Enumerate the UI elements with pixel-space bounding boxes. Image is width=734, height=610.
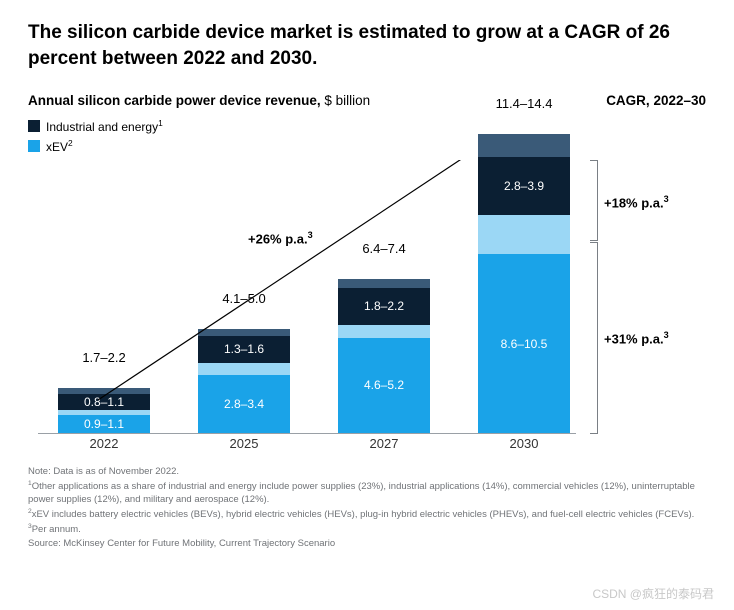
seg-xev-low: 4.6–5.2: [338, 338, 430, 434]
seg-ind-gap: [338, 279, 430, 287]
seg-ind-low: 0.8–1.1: [58, 394, 150, 411]
seg-value: 2.8–3.4: [224, 397, 264, 411]
seg-value: 1.3–1.6: [224, 342, 264, 356]
x-label-2025: 2025: [198, 436, 290, 451]
footnote-1: 1Other applications as a share of indust…: [28, 480, 706, 507]
seg-value: 2.8–3.9: [504, 179, 544, 193]
chart-title: The silicon carbide device market is est…: [28, 20, 688, 71]
seg-value: 0.9–1.1: [84, 417, 124, 431]
seg-xev-low: 8.6–10.5: [478, 254, 570, 433]
seg-xev-low: 2.8–3.4: [198, 375, 290, 433]
seg-ind-low: 1.8–2.2: [338, 288, 430, 325]
bar-total-2030: 11.4–14.4: [478, 96, 570, 115]
bar-total-2022: 1.7–2.2: [58, 350, 150, 369]
cagr-label-0: +18% p.a.3: [604, 194, 669, 210]
cagr-heading: CAGR, 2022–30: [606, 93, 706, 108]
bar-2027: 4.6–5.2 1.8–2.2: [338, 279, 430, 433]
seg-xev-gap: [478, 215, 570, 255]
bar-total-2027: 6.4–7.4: [338, 241, 430, 260]
cagr-bracket-0: [586, 160, 598, 241]
seg-xev-gap: [198, 363, 290, 375]
chart: 0.9–1.1 0.8–1.1 1.7–2.2 2022 2.8–3.4 1.3–1.6 4…: [28, 112, 706, 452]
note-lead: Note: Data is as of November 2022.: [28, 466, 706, 479]
footnote-3: 3Per annum.: [28, 523, 706, 537]
cagr-panel: +18% p.a.3 +31% p.a.3: [586, 160, 706, 434]
growth-arrow-label: +26% p.a.3: [248, 230, 313, 246]
bar-2025: 2.8–3.4 1.3–1.6: [198, 329, 290, 433]
seg-ind-low: 2.8–3.9: [478, 157, 570, 215]
subhead-row: Annual silicon carbide power device reve…: [28, 93, 706, 108]
bar-2030: 8.6–10.5 2.8–3.9: [478, 134, 570, 434]
seg-xev-gap: [338, 325, 430, 337]
footnotes: Note: Data is as of November 2022. 1Othe…: [28, 466, 706, 550]
seg-ind-low: 1.3–1.6: [198, 336, 290, 363]
subhead-left: Annual silicon carbide power device reve…: [28, 93, 370, 108]
footnote-2: 2xEV includes battery electric vehicles …: [28, 508, 706, 522]
x-label-2027: 2027: [338, 436, 430, 451]
seg-ind-gap: [478, 134, 570, 157]
plot-area: 0.9–1.10.8–1.11.7–2.220222.8–3.41.3–1.64…: [38, 160, 576, 434]
cagr-bracket-1: [586, 242, 598, 434]
x-label-2022: 2022: [58, 436, 150, 451]
watermark: CSDN @疯狂的泰码君: [592, 585, 714, 602]
cagr-label-1: +31% p.a.3: [604, 330, 669, 346]
seg-value: 8.6–10.5: [501, 337, 548, 351]
x-label-2030: 2030: [478, 436, 570, 451]
seg-value: 1.8–2.2: [364, 299, 404, 313]
bar-total-2025: 4.1–5.0: [198, 291, 290, 310]
subhead-label: Annual silicon carbide power device reve…: [28, 93, 321, 108]
subhead-unit: $ billion: [321, 93, 371, 108]
seg-value: 4.6–5.2: [364, 378, 404, 392]
source-line: Source: McKinsey Center for Future Mobil…: [28, 538, 706, 551]
seg-value: 0.8–1.1: [84, 395, 124, 409]
seg-xev-low: 0.9–1.1: [58, 415, 150, 434]
bar-2022: 0.9–1.1 0.8–1.1: [58, 388, 150, 434]
